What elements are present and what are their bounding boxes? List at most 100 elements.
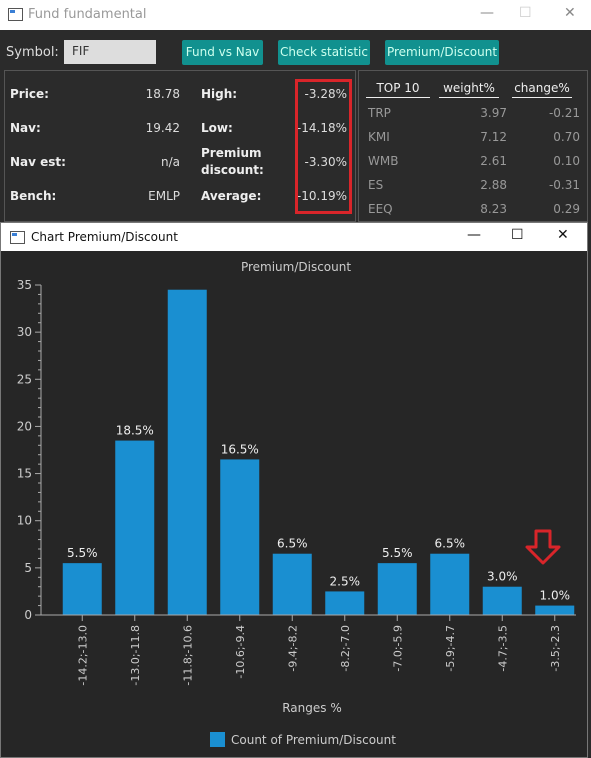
y-tick-label: 25 [17,372,32,386]
chart-maximize-icon[interactable]: ☐ [511,227,524,243]
bench-label: Bench: [10,189,57,203]
bench-value: EMLP [148,189,180,203]
nav-est-label: Nav est: [10,155,66,169]
symbol-label: Symbol: [6,45,59,60]
top10-weight: 2.61 [480,154,507,168]
weight-header: weight% [439,81,499,98]
top10-change: -0.21 [548,106,580,120]
low-label: Low: [201,121,233,135]
y-tick-label: 35 [17,278,32,292]
top10-ticker: KMI [368,130,390,144]
top10-weight: 7.12 [480,130,507,144]
top10-change: 0.70 [553,130,580,144]
premium-discount-chart: Premium/Discount 0 5 10 15 20 25 30 35 5.5% 18.5… [17,260,576,747]
x-tick-label: -3.5;-2.3 [549,625,562,672]
nav-label: Nav: [10,121,41,135]
y-tick-label: 15 [17,467,32,481]
top10-change: 0.29 [553,202,580,216]
x-axis-label: Ranges % [282,701,342,715]
low-value: -14.18% [296,121,347,135]
average-value: -10.19% [296,189,347,203]
minimize-icon[interactable]: — [480,5,494,21]
average-label: Average: [201,189,262,203]
chart-minimize-icon[interactable]: — [467,227,481,243]
app-window-icon [8,8,23,21]
premium-discount-button[interactable]: Premium/Discount [385,40,499,65]
bar-data-label: 2.5% [330,574,361,588]
x-tick-label: -13.0;-11.8 [129,625,142,686]
x-tick-label: -7.0;-5.9 [391,625,404,672]
x-tick-label: -9.4;-8.2 [286,625,299,672]
chart-title-bar: Chart Premium/Discount — ☐ ✕ [1,223,587,251]
premium-label-line2: discount: [201,163,264,177]
x-tick-label: -11.8;-10.6 [181,625,194,686]
y-tick-label: 30 [17,325,32,339]
bar-data-label: 6.5% [435,537,466,551]
top10-header: TOP 10 [366,81,430,98]
maximize-icon[interactable]: ☐ [519,5,532,21]
bar-data-label: 16.5% [221,442,259,456]
high-value: -3.28% [304,87,347,101]
chart-window: Chart Premium/Discount — ☐ ✕ Premium/Dis… [0,222,588,758]
price-value: 18.78 [145,87,180,101]
top10-weight: 8.23 [480,202,507,216]
highlight-box [295,79,352,214]
bar-data-label: 5.5% [67,546,98,560]
x-tick-label: -4.7;-3.5 [496,625,509,672]
premium-label-line1: Premium [201,146,262,160]
nav-value: 19.42 [145,121,180,135]
y-tick-label: 5 [24,561,32,575]
chart-close-icon[interactable]: ✕ [557,227,569,243]
bar-data-label: 5.5% [382,546,413,560]
x-tick-label: -14.2;-13.0 [76,625,89,686]
x-tick-label: -5.9;-4.7 [444,625,457,672]
x-tick-label: -10.6;-9.4 [234,625,247,679]
bar-data-label: 3.0% [487,570,518,584]
bar [430,553,470,615]
top10-ticker: WMB [368,154,399,168]
bar-data-label: 6.5% [277,537,308,551]
top10-weight: 3.97 [480,106,507,120]
price-label: Price: [10,87,49,101]
x-tick-label: -8.2;-7.0 [339,625,352,672]
top10-ticker: EEQ [368,202,393,216]
bar [482,586,522,615]
bars: 5.5% 18.5% 16.5% 6.5% 2.5% 5.5% 6.5% 3.0% 1.0% [62,289,575,615]
top10-weight: 2.88 [480,178,507,192]
nav-est-value: n/a [160,155,180,169]
bar [535,605,575,615]
y-tick-label: 10 [17,514,32,528]
top10-change: 0.10 [553,154,580,168]
y-tick-label: 0 [24,608,32,622]
bar [272,553,312,615]
bar [62,563,102,615]
legend-swatch [210,732,225,747]
top10-change: -0.31 [548,178,580,192]
red-arrow-icon [525,529,561,565]
bar [377,563,417,615]
symbol-input[interactable]: FIF [64,40,156,64]
chart-window-icon [10,231,25,244]
chart-window-title: Chart Premium/Discount [31,230,178,244]
fund-vs-nav-button[interactable]: Fund vs Nav [182,40,263,65]
main-window-title: Fund fundamental [28,7,147,22]
top10-ticker: TRP [368,106,391,120]
y-axis: 0 5 10 15 20 25 30 35 [17,278,42,622]
legend-label: Count of Premium/Discount [231,733,396,747]
bar-data-label: 18.5% [116,424,154,438]
main-title-bar: Fund fundamental — ☐ ✕ [0,0,591,30]
bar [325,591,365,615]
chart-title: Premium/Discount [241,260,351,274]
check-statistic-button[interactable]: Check statistic [278,40,370,65]
change-header: change% [512,81,572,98]
top10-panel: TOP 10 weight% change% TRP 3.97 -0.21 KM… [358,70,588,222]
high-label: High: [201,87,238,101]
y-tick-label: 20 [17,419,32,433]
bar-data-label: 1.0% [540,589,571,603]
bar [220,459,260,615]
bar [167,289,207,615]
x-axis: -14.2;-13.0 -13.0;-11.8 -11.8;-10.6 -10.6;-… [41,614,576,686]
close-icon[interactable]: ✕ [564,5,576,21]
bar [115,440,155,615]
premium-discount-value: -3.30% [304,155,347,169]
